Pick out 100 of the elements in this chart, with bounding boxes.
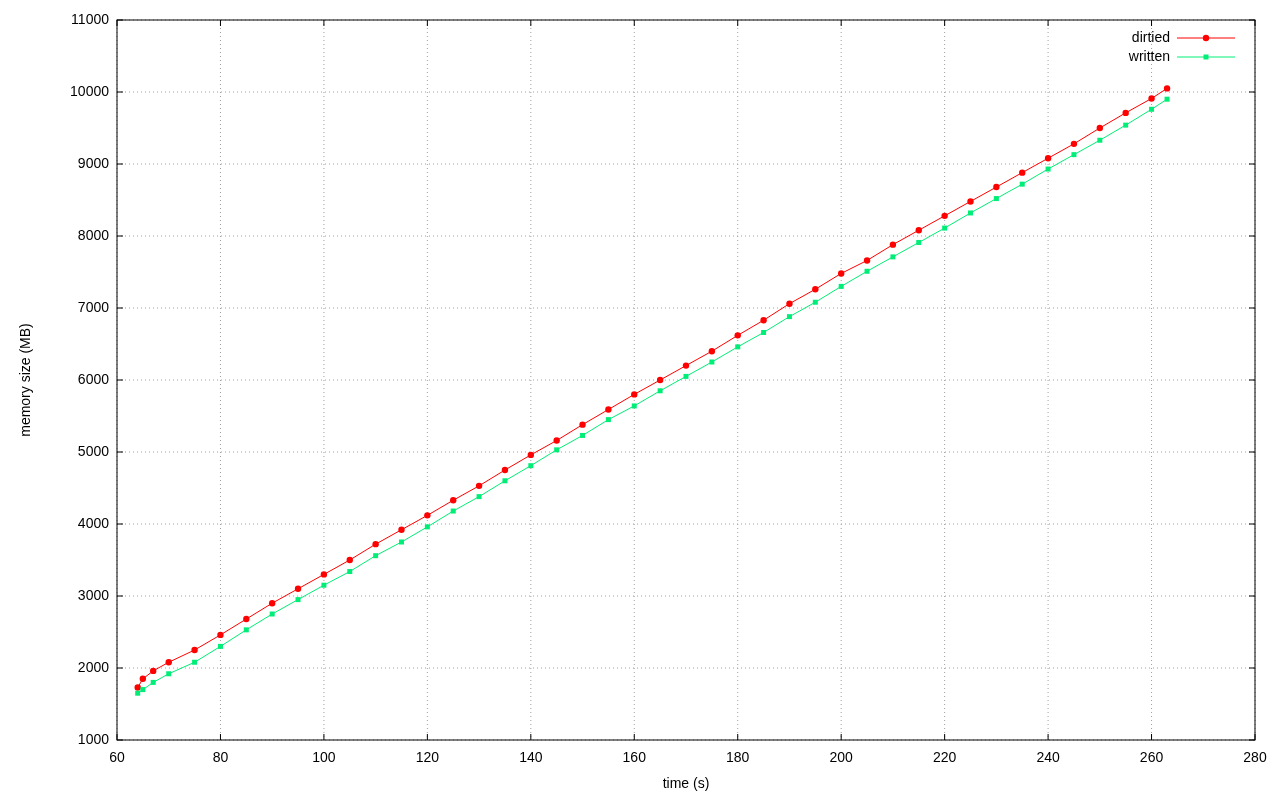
point <box>864 268 870 274</box>
point <box>1071 152 1077 158</box>
point <box>708 348 716 355</box>
point <box>735 344 741 350</box>
point <box>166 671 172 677</box>
point <box>191 646 198 654</box>
x-tick-label: 160 <box>622 749 647 765</box>
y-tick-label: 5000 <box>77 442 110 459</box>
point <box>837 270 845 277</box>
point <box>631 391 638 398</box>
point <box>243 627 249 633</box>
point <box>450 508 456 514</box>
point <box>294 585 302 592</box>
point <box>682 362 690 369</box>
point <box>786 300 793 307</box>
point <box>812 299 818 305</box>
point <box>915 227 922 234</box>
point <box>135 690 141 696</box>
point <box>140 687 146 693</box>
point <box>372 540 379 548</box>
point <box>398 526 405 533</box>
point <box>838 283 844 289</box>
point <box>295 597 301 603</box>
point <box>863 257 871 264</box>
x-tick-label: 120 <box>415 749 440 765</box>
y-tick-label: 11000 <box>71 10 110 27</box>
point <box>502 478 508 484</box>
point <box>320 571 328 578</box>
point <box>528 463 534 469</box>
point <box>761 329 767 335</box>
point <box>657 388 663 394</box>
x-tick-label: 80 <box>212 749 229 765</box>
point <box>243 615 250 623</box>
y-axis-title: memory size (MB) <box>17 323 33 437</box>
point <box>165 659 172 666</box>
x-tick-label: 140 <box>519 749 543 765</box>
point <box>1122 109 1129 117</box>
point <box>373 553 379 559</box>
point <box>942 225 948 231</box>
point <box>579 421 586 428</box>
point <box>192 659 198 665</box>
point <box>967 198 974 205</box>
point <box>346 556 353 564</box>
point <box>134 684 141 691</box>
point <box>993 196 999 202</box>
point <box>656 376 664 384</box>
y-tick-label: 4000 <box>77 514 110 531</box>
point <box>1096 124 1104 132</box>
point <box>760 317 767 324</box>
x-tick-label: 260 <box>1139 749 1164 765</box>
point <box>1123 122 1129 128</box>
point <box>1045 166 1051 172</box>
point <box>993 183 1000 191</box>
y-tick-label: 1000 <box>77 730 110 747</box>
point <box>347 569 353 575</box>
point <box>554 447 560 453</box>
y-tick-label: 10000 <box>70 82 110 99</box>
x-axis-title: time (s) <box>662 775 710 791</box>
point <box>1149 106 1155 112</box>
x-tick-label: 180 <box>726 749 750 765</box>
point <box>450 497 457 504</box>
y-tick-label: 3000 <box>77 586 110 603</box>
y-tick-label: 6000 <box>77 370 110 387</box>
point <box>139 675 147 682</box>
y-tick-label: 9000 <box>77 154 110 171</box>
point <box>399 539 404 545</box>
x-tick-label: 200 <box>829 749 854 765</box>
point <box>268 600 276 607</box>
point <box>527 451 535 459</box>
point <box>476 494 482 500</box>
x-tick-label: 240 <box>1036 749 1060 765</box>
point <box>709 359 715 365</box>
point <box>150 667 157 675</box>
point <box>150 679 156 685</box>
y-tick-label: 2000 <box>77 658 110 675</box>
point <box>217 631 224 639</box>
point <box>605 417 611 423</box>
point <box>501 466 509 474</box>
point <box>812 286 819 293</box>
point <box>605 406 612 413</box>
point <box>424 524 430 530</box>
point <box>941 212 948 220</box>
point <box>1164 96 1170 102</box>
point <box>786 314 792 320</box>
x-tick-label: 100 <box>312 749 336 765</box>
x-tick-label: 60 <box>109 749 125 765</box>
point <box>217 643 223 649</box>
point <box>1019 181 1025 187</box>
point <box>553 437 560 444</box>
point <box>683 373 689 379</box>
point <box>475 482 483 490</box>
point <box>631 403 637 409</box>
point <box>1070 140 1078 148</box>
x-tick-label: 280 <box>1243 749 1267 765</box>
point <box>889 241 897 248</box>
point <box>734 332 741 339</box>
legend-label: written <box>1127 47 1170 64</box>
point <box>1097 137 1103 143</box>
point <box>890 254 896 260</box>
point <box>1163 85 1171 92</box>
